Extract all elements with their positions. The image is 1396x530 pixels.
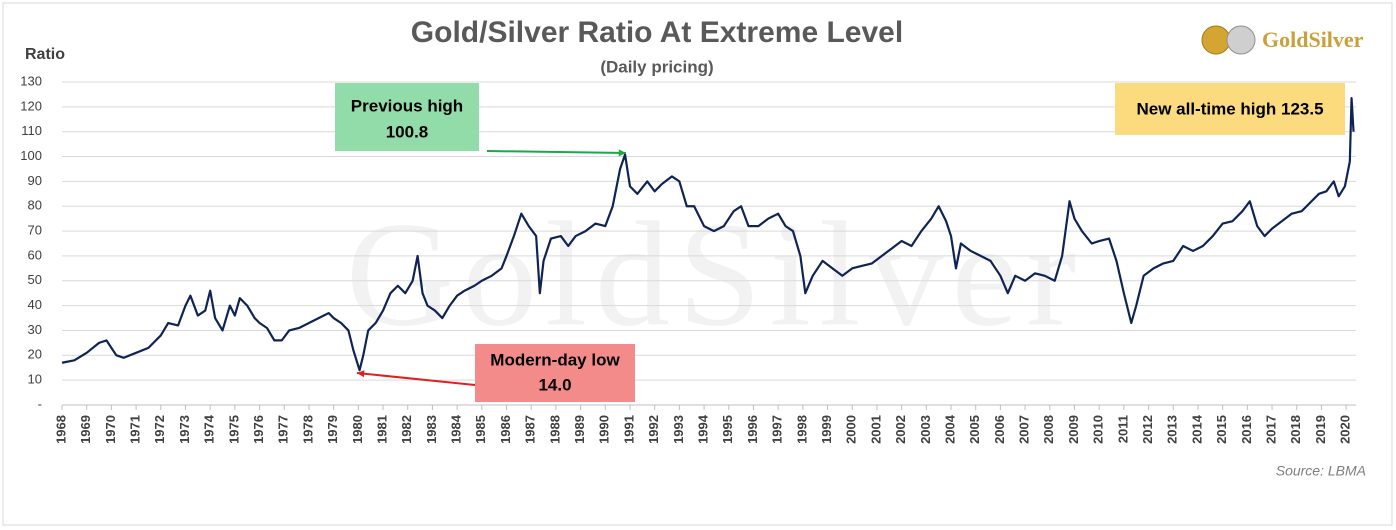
x-tick-label: 1997 — [770, 415, 785, 444]
x-tick-label: 1979 — [325, 415, 340, 444]
chart-title: Gold/Silver Ratio At Extreme Level — [411, 16, 903, 49]
chart-subtitle: (Daily pricing) — [600, 57, 713, 76]
x-tick-label: 2015 — [1214, 415, 1229, 444]
x-tick-label: 1973 — [177, 415, 192, 444]
annotation-text: New all-time high 123.5 — [1136, 99, 1323, 118]
x-tick-label: 2013 — [1165, 415, 1180, 444]
x-tick-label: 1980 — [350, 415, 365, 444]
x-tick-label: 1996 — [745, 415, 760, 444]
x-tick-label: 2020 — [1338, 415, 1353, 444]
x-tick-label: 1998 — [794, 415, 809, 444]
annotation-box — [1115, 83, 1345, 135]
x-tick-label: 1971 — [128, 415, 143, 444]
annotation-box — [475, 344, 635, 402]
y-tick-label: 10 — [28, 372, 42, 387]
x-tick-label: 1972 — [152, 415, 167, 444]
x-tick-label: 1977 — [276, 415, 291, 444]
x-tick-label: 2016 — [1239, 415, 1254, 444]
x-tick-label: 1978 — [300, 415, 315, 444]
y-tick-label: 50 — [28, 272, 42, 287]
annotation-text: Previous high — [351, 96, 463, 115]
annotation-text: Modern-day low — [490, 350, 620, 369]
source-note: Source: LBMA — [1276, 463, 1366, 479]
x-tick-label: 2002 — [893, 415, 908, 444]
x-tick-label: 1995 — [720, 415, 735, 444]
x-tick-label: 2006 — [992, 415, 1007, 444]
x-tick-label: 1988 — [547, 415, 562, 444]
x-tick-label: 2017 — [1263, 415, 1278, 444]
y-tick-label: 80 — [28, 198, 42, 213]
x-tick-label: 1976 — [251, 415, 266, 444]
y-tick-label: 40 — [28, 297, 42, 312]
x-tick-label: 1968 — [53, 415, 68, 444]
y-tick-label: 130 — [20, 73, 42, 88]
y-tick-label: - — [38, 396, 42, 411]
x-tick-label: 2007 — [1017, 415, 1032, 444]
x-tick-label: 1970 — [103, 415, 118, 444]
x-tick-label: 1985 — [473, 415, 488, 444]
y-axis-label: Ratio — [25, 46, 65, 63]
annotation-arrow — [486, 150, 627, 154]
plot-area: - 10 20 30 40 50 60 70 80 90 100 110 120 130 1968 1969 1… — [20, 73, 1356, 444]
x-tick-label: 1986 — [498, 415, 513, 444]
x-tick-label: 2018 — [1288, 415, 1303, 444]
y-tick-label: 100 — [20, 148, 42, 163]
x-tick-label: 1989 — [572, 415, 587, 444]
x-tick-label: 2019 — [1313, 415, 1328, 444]
x-tick-label: 2012 — [1140, 415, 1155, 444]
x-tick-label: 1992 — [646, 415, 661, 444]
logo-gold-coin — [1201, 25, 1231, 55]
x-tick-label: 1983 — [424, 415, 439, 444]
x-tick-label: 1984 — [449, 414, 464, 444]
x-tick-label: 1982 — [399, 415, 414, 444]
y-tick-label: 120 — [20, 98, 42, 113]
x-tick-label: 1994 — [695, 414, 710, 444]
x-tick-label: 1999 — [819, 415, 834, 444]
x-tick-label: 2000 — [844, 415, 859, 444]
x-tick-label: 2005 — [967, 415, 982, 444]
y-tick-label: 110 — [21, 123, 42, 138]
arrow-head — [357, 370, 365, 378]
annotation-box — [335, 83, 479, 151]
y-tick-label: 60 — [28, 247, 42, 262]
arrow-head — [618, 149, 626, 157]
x-tick-label: 2009 — [1066, 415, 1081, 444]
x-tick-label: 2014 — [1189, 414, 1204, 444]
y-tick-label: 30 — [28, 322, 42, 337]
x-tick-label: 1993 — [671, 415, 686, 444]
annotation-value: 100.8 — [386, 122, 429, 141]
x-tick-label: 2001 — [868, 415, 883, 444]
x-tick-label: 1987 — [523, 415, 538, 444]
x-tick-label: 2004 — [942, 414, 957, 444]
x-tick-label: 1991 — [621, 415, 636, 444]
x-tick-label: 2008 — [1041, 415, 1056, 444]
x-tick-label: 1975 — [226, 415, 241, 444]
x-tick-label: 1974 — [202, 414, 217, 444]
x-tick-label: 2003 — [918, 415, 933, 444]
logo-silver-coin — [1226, 25, 1256, 55]
data-line — [61, 97, 1355, 372]
x-tick-label: 2011 — [1115, 415, 1130, 443]
annotations: Previous high 100.8 Modern-day low 14.0 … — [335, 83, 1345, 402]
y-tick-label: 20 — [28, 347, 42, 362]
y-tick-label: 90 — [28, 173, 42, 188]
y-tick-label: 70 — [28, 223, 42, 238]
watermark: GoldSilver — [346, 191, 1084, 357]
x-tick-label: 2010 — [1091, 415, 1106, 444]
annotation-arrow — [356, 372, 476, 386]
x-tick-label: 1981 — [374, 415, 389, 444]
x-tick-label: 1969 — [78, 415, 93, 444]
annotation-value: 14.0 — [538, 375, 571, 394]
x-tick-label: 1990 — [597, 415, 612, 444]
logo-text: GoldSilver — [1262, 27, 1364, 52]
